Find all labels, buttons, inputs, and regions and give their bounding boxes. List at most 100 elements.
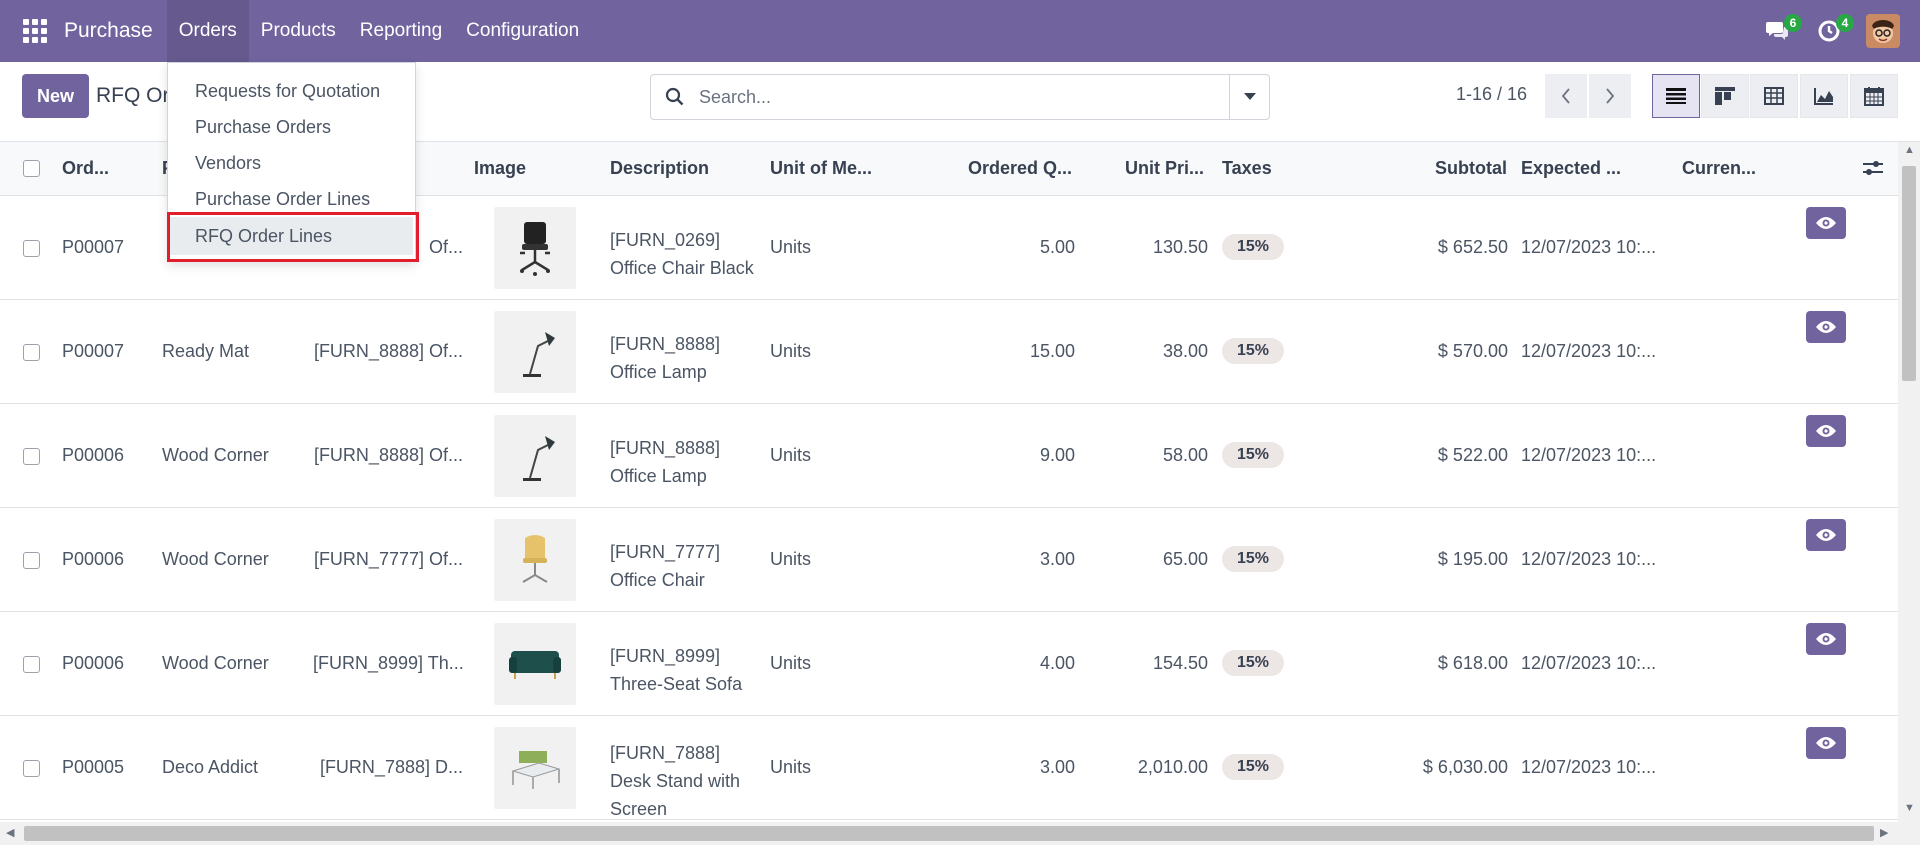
pager-next-button[interactable]: [1589, 74, 1631, 118]
table-row[interactable]: P00006 Wood Corner [FURN_8999] Th... [FU…: [0, 612, 1898, 716]
view-line-button[interactable]: [1806, 519, 1846, 551]
cell-price: 154.50: [1152, 653, 1208, 673]
description-line-1: [FURN_7888]: [610, 743, 721, 763]
header-image[interactable]: Image: [474, 158, 527, 178]
row-checkbox[interactable]: [23, 656, 40, 673]
cell-order: P00007: [62, 237, 125, 257]
horizontal-scroll-thumb[interactable]: [24, 826, 1874, 841]
search-options-toggle[interactable]: [1229, 75, 1269, 119]
header-qty[interactable]: Ordered Q...: [968, 158, 1073, 178]
eye-icon: [1816, 217, 1836, 229]
cell-description: [FURN_7888] Desk Stand with Screen: [610, 739, 740, 822]
menu-item-purchase-order-lines[interactable]: Purchase Order Lines: [195, 189, 371, 209]
header-subtotal[interactable]: Subtotal: [1435, 158, 1507, 178]
tax-badge: 15%: [1222, 234, 1284, 260]
cell-description: [FURN_0269] Office Chair Black: [610, 226, 754, 282]
row-checkbox[interactable]: [23, 240, 40, 257]
view-line-button[interactable]: [1806, 415, 1846, 447]
chevron-right-icon: [1606, 88, 1615, 104]
cell-product: [FURN_7888] D...: [319, 757, 463, 777]
cell-partner: Deco Addict: [162, 757, 259, 777]
menu-products[interactable]: Products: [260, 20, 336, 41]
user-avatar[interactable]: [1866, 14, 1900, 48]
calendar-icon: [1864, 87, 1884, 106]
optional-columns-toggle[interactable]: [1862, 158, 1884, 183]
cell-qty: 15.00: [1029, 341, 1075, 361]
description-line-2: Office Lamp: [610, 362, 707, 382]
row-checkbox[interactable]: [23, 552, 40, 569]
menu-reporting[interactable]: Reporting: [359, 20, 443, 41]
kanban-view-button[interactable]: [1701, 74, 1749, 118]
caret-down-icon: [1243, 93, 1256, 100]
list-view-button[interactable]: [1652, 74, 1700, 118]
vertical-scrollbar[interactable]: ▲ ▼: [1898, 142, 1920, 822]
select-all-checkbox[interactable]: [23, 160, 40, 177]
view-line-button[interactable]: [1806, 623, 1846, 655]
eye-icon: [1816, 425, 1836, 437]
description-line-2: Office Chair Black: [610, 258, 754, 278]
vertical-scroll-thumb[interactable]: [1902, 166, 1916, 381]
cell-description: [FURN_8999] Three-Seat Sofa: [610, 642, 742, 698]
messages-button[interactable]: 6: [1762, 14, 1802, 46]
app-brand[interactable]: Purchase: [64, 19, 153, 42]
tax-badge: 15%: [1222, 338, 1284, 364]
menu-item-vendors[interactable]: Vendors: [195, 153, 262, 173]
horizontal-scrollbar[interactable]: ◀ ▶: [0, 822, 1920, 845]
header-order[interactable]: Ord...: [62, 158, 110, 178]
product-image: [494, 311, 576, 393]
description-line-1: [FURN_8888]: [610, 334, 721, 354]
calendar-view-button[interactable]: [1850, 74, 1898, 118]
header-uom[interactable]: Unit of Me...: [770, 158, 872, 178]
cell-expected-date: 12/07/2023 10:...: [1521, 341, 1657, 361]
description-line-2: Desk Stand with: [610, 771, 741, 791]
cell-expected-date: 12/07/2023 10:...: [1521, 653, 1657, 673]
cell-product: [FURN_8999] Th...: [313, 653, 464, 673]
menu-item-purchase-orders[interactable]: Purchase Orders: [195, 117, 332, 137]
table-row[interactable]: P00006 Wood Corner [FURN_7777] Of... [FU…: [0, 508, 1898, 612]
description-line-1: [FURN_8999]: [610, 646, 721, 666]
cell-description: [FURN_7777] Office Chair: [610, 538, 720, 594]
table-row[interactable]: P00005 Deco Addict [FURN_7888] D... [FUR…: [0, 716, 1898, 820]
header-price[interactable]: Unit Pri...: [1125, 158, 1205, 178]
header-currency[interactable]: Curren...: [1682, 158, 1757, 178]
pager-value[interactable]: 1-16 / 16: [1456, 84, 1528, 104]
eye-icon: [1816, 529, 1836, 541]
product-image: [494, 623, 576, 705]
row-checkbox[interactable]: [23, 760, 40, 777]
menu-item-rfq-order-lines[interactable]: RFQ Order Lines: [170, 217, 413, 255]
header-description[interactable]: Description: [610, 158, 710, 178]
view-line-button[interactable]: [1806, 311, 1846, 343]
new-button[interactable]: New: [22, 74, 89, 118]
cell-expected-date: 12/07/2023 10:...: [1521, 237, 1657, 257]
description-line-2: Office Lamp: [610, 466, 707, 486]
cell-qty: 3.00: [1039, 549, 1075, 569]
list-icon: [1666, 88, 1686, 104]
header-taxes[interactable]: Taxes: [1222, 158, 1272, 178]
table-row[interactable]: P00006 Wood Corner [FURN_8888] Of... [FU…: [0, 404, 1898, 508]
menu-orders[interactable]: Orders: [166, 0, 249, 62]
search-bar: [650, 74, 1270, 120]
pager-previous-button[interactable]: [1545, 74, 1587, 118]
cell-qty: 9.00: [1039, 445, 1075, 465]
cell-price: 58.00: [1162, 445, 1208, 465]
sliders-icon: [1863, 161, 1883, 175]
cell-uom: Units: [770, 237, 812, 257]
view-line-button[interactable]: [1806, 727, 1846, 759]
header-expected[interactable]: Expected ...: [1521, 158, 1622, 178]
cell-product: [FURN_8888] Of...: [313, 341, 463, 361]
search-input[interactable]: [699, 77, 1229, 117]
cell-product: Of...: [428, 237, 463, 257]
description-line-2: Office Chair: [610, 570, 705, 590]
activities-button[interactable]: 4: [1814, 14, 1854, 46]
view-line-button[interactable]: [1806, 207, 1846, 239]
cell-price: 65.00: [1162, 549, 1208, 569]
menu-configuration[interactable]: Configuration: [466, 20, 580, 41]
pivot-view-button[interactable]: [1750, 74, 1798, 118]
apps-grid-icon[interactable]: [22, 18, 48, 44]
cell-uom: Units: [770, 549, 812, 569]
graph-view-button[interactable]: [1800, 74, 1848, 118]
row-checkbox[interactable]: [23, 344, 40, 361]
menu-item-requests-for-quotation[interactable]: Requests for Quotation: [195, 81, 381, 101]
table-row[interactable]: P00007 Ready Mat [FURN_8888] Of... [FURN…: [0, 300, 1898, 404]
row-checkbox[interactable]: [23, 448, 40, 465]
